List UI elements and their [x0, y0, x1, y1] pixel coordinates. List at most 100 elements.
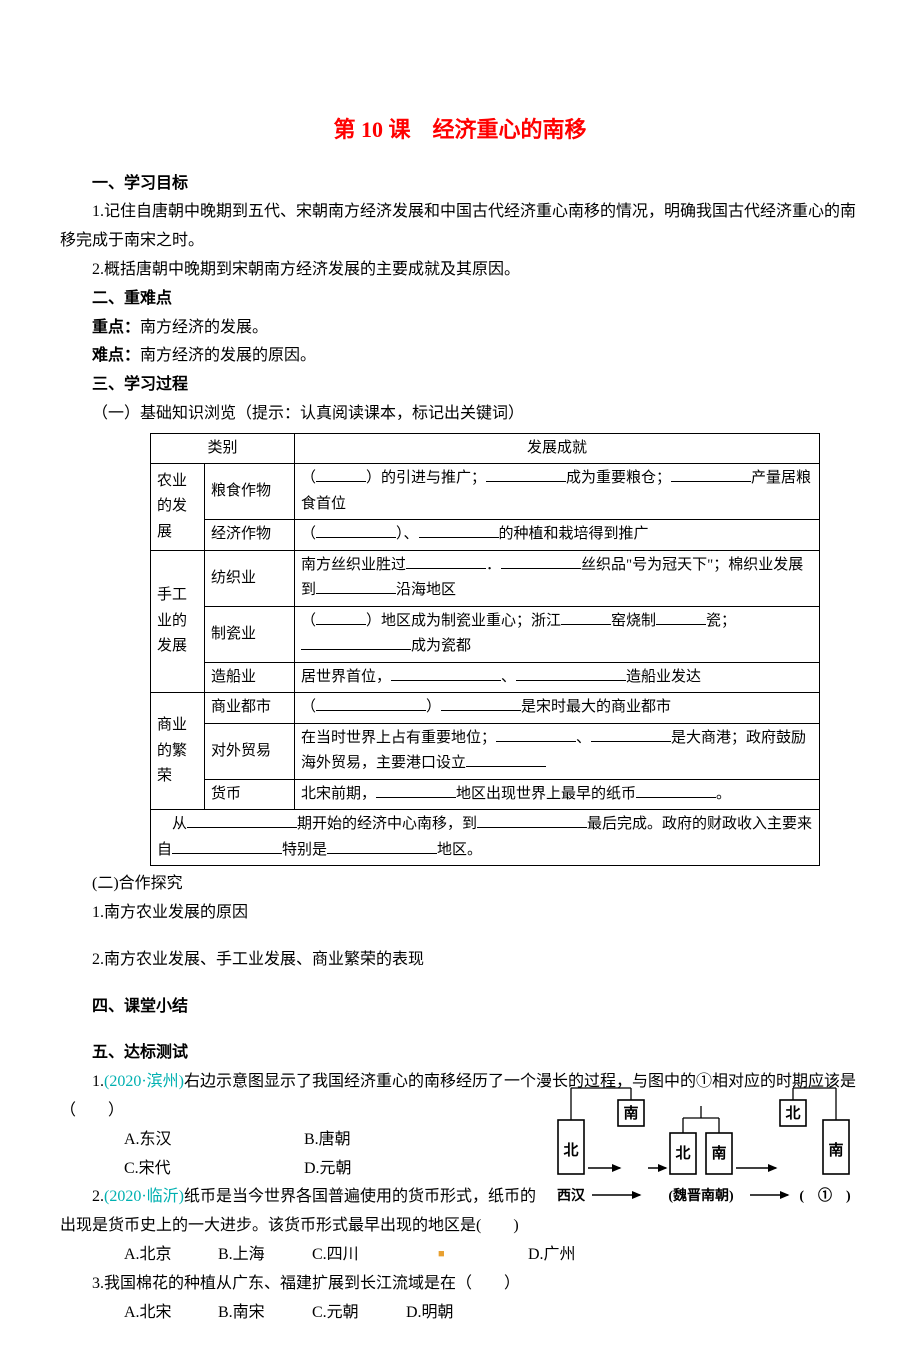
q2-option-a[interactable]: A.北京	[92, 1241, 182, 1270]
svg-text:北: 北	[675, 1145, 690, 1162]
blank[interactable]	[376, 783, 456, 798]
blank[interactable]	[561, 610, 611, 625]
table-row: 农业的发展 粮食作物 （）的引进与推广；成为重要粮仓；产量居粮食首位	[151, 464, 820, 520]
blank[interactable]	[656, 610, 706, 625]
cell-grain: （）的引进与推广；成为重要粮仓；产量居粮食首位	[295, 464, 820, 520]
svg-text:北: 北	[563, 1142, 578, 1159]
lesson-title: 第 10 课 经济重心的南移	[60, 110, 860, 150]
difficulty-label: 难点：	[92, 347, 140, 364]
q3-option-a[interactable]: A.北宋	[92, 1299, 182, 1328]
sub-foreign-trade: 对外贸易	[205, 723, 295, 779]
blank[interactable]	[301, 635, 411, 650]
table-row: 对外贸易 在当时世界上占有重要地位；、是大商港；政府鼓励海外贸易，主要港口设立	[151, 723, 820, 779]
header-achievement: 发展成就	[295, 433, 820, 464]
blank[interactable]	[172, 839, 282, 854]
cell-cash-crop: （）、的种植和栽培得到推广	[295, 520, 820, 551]
cat-commerce: 商业的繁荣	[151, 693, 205, 810]
q1-option-b[interactable]: B.唐朝	[272, 1126, 452, 1155]
keypoint: 重点：南方经济的发展。	[60, 314, 860, 343]
svg-text:南: 南	[828, 1141, 843, 1159]
svg-text:西汉: 西汉	[557, 1188, 586, 1204]
section-4-heading: 四、课堂小结	[60, 993, 860, 1022]
blank[interactable]	[316, 579, 396, 594]
economic-shift-diagram: 北 南 北 南 北 南	[550, 1078, 860, 1208]
explore-q2: 2.南方农业发展、手工业发展、商业繁荣的表现	[60, 946, 860, 975]
sub-porcelain: 制瓷业	[205, 606, 295, 662]
q3-option-b[interactable]: B.南宋	[186, 1299, 276, 1328]
section-3-sub2: (二)合作探究	[60, 870, 860, 899]
svg-text:南: 南	[623, 1104, 638, 1122]
section-3-heading: 三、学习过程	[60, 371, 860, 400]
table-row: 手工业的发展 纺织业 南方丝织业胜过．丝织品"号为冠天下"；棉织业发展到沿海地区	[151, 550, 820, 606]
cell-summary: 从期开始的经济中心南移，到最后完成。政府的财政收入主要来自特别是地区。	[151, 810, 820, 866]
table-header-row: 类别 发展成就	[151, 433, 820, 464]
blank[interactable]	[441, 696, 521, 711]
svg-text:(魏晋南朝): (魏晋南朝)	[668, 1187, 734, 1204]
blank[interactable]	[316, 523, 396, 538]
question-2: 2.(2020·临沂)纸币是当今世界各国普遍使用的货币形式，纸币的出现是货币史上…	[60, 1183, 550, 1241]
blank[interactable]	[501, 554, 581, 569]
keypoint-text: 南方经济的发展。	[140, 319, 268, 336]
blank[interactable]	[316, 467, 366, 482]
explore-q1: 1.南方农业发展的原因	[60, 899, 860, 928]
svg-text:( ① ): ( ① )	[799, 1187, 851, 1204]
section-3-sub1: （一）基础知识浏览（提示：认真阅读课本，标记出关键词）	[60, 400, 860, 429]
sub-shipbuilding: 造船业	[205, 662, 295, 693]
q3-option-d[interactable]: D.明朝	[374, 1299, 464, 1328]
question-1-block: 1.(2020·滨州)右边示意图显示了我国经济重心的南移经历了一个漫长的过程，与…	[60, 1068, 860, 1241]
section-5-heading: 五、达标测试	[60, 1039, 860, 1068]
svg-text:南: 南	[711, 1144, 726, 1162]
q2-options: A.北京 B.上海 C.四川 ■D.广州	[60, 1241, 860, 1270]
blank[interactable]	[327, 839, 437, 854]
objective-2: 2.概括唐朝中晚期到宋朝南方经济发展的主要成就及其原因。	[60, 256, 860, 285]
keypoint-label: 重点：	[92, 319, 140, 336]
blank[interactable]	[516, 666, 626, 681]
table-summary-row: 从期开始的经济中心南移，到最后完成。政府的财政收入主要来自特别是地区。	[151, 810, 820, 866]
sub-grain: 粮食作物	[205, 464, 295, 520]
q2-option-d[interactable]: ■D.广州	[374, 1241, 586, 1270]
knowledge-table: 类别 发展成就 农业的发展 粮食作物 （）的引进与推广；成为重要粮仓；产量居粮食…	[150, 433, 820, 867]
question-3: 3.我国棉花的种植从广东、福建扩展到长江流域是在（ ）	[60, 1270, 860, 1299]
blank[interactable]	[466, 752, 546, 767]
sub-textile: 纺织业	[205, 550, 295, 606]
difficulty-text: 南方经济的发展的原因。	[140, 347, 316, 364]
dot-icon: ■	[406, 1245, 496, 1265]
q1-option-d[interactable]: D.元朝	[272, 1155, 452, 1184]
svg-text:北: 北	[785, 1105, 800, 1122]
cell-foreign-trade: 在当时世界上占有重要地位；、是大商港；政府鼓励海外贸易，主要港口设立	[295, 723, 820, 779]
q2-option-b[interactable]: B.上海	[186, 1241, 276, 1270]
blank[interactable]	[477, 813, 587, 828]
q1-option-c[interactable]: C.宋代	[92, 1155, 272, 1184]
blank[interactable]	[496, 727, 576, 742]
q1-options-ab: A.东汉B.唐朝	[60, 1126, 550, 1155]
q1-source: (2020·滨州)	[104, 1073, 184, 1090]
cell-textile: 南方丝织业胜过．丝织品"号为冠天下"；棉织业发展到沿海地区	[295, 550, 820, 606]
blank[interactable]	[591, 727, 671, 742]
blank[interactable]	[316, 610, 366, 625]
sub-cash-crop: 经济作物	[205, 520, 295, 551]
q1-option-a[interactable]: A.东汉	[92, 1126, 272, 1155]
section-2-heading: 二、重难点	[60, 285, 860, 314]
table-row: 造船业 居世界首位，、造船业发达	[151, 662, 820, 693]
blank[interactable]	[419, 523, 499, 538]
q3-option-c[interactable]: C.元朝	[280, 1299, 370, 1328]
blank[interactable]	[671, 467, 751, 482]
blank[interactable]	[187, 813, 297, 828]
cat-agriculture: 农业的发展	[151, 464, 205, 551]
section-1-heading: 一、学习目标	[60, 170, 860, 199]
blank[interactable]	[406, 554, 486, 569]
blank[interactable]	[316, 696, 426, 711]
header-category: 类别	[151, 433, 295, 464]
q2-option-c[interactable]: C.四川	[280, 1241, 370, 1270]
q2-source: (2020·临沂)	[104, 1188, 184, 1205]
table-row: 经济作物 （）、的种植和栽培得到推广	[151, 520, 820, 551]
cell-currency: 北宋前期，地区出现世界上最早的纸币。	[295, 779, 820, 810]
blank[interactable]	[486, 467, 566, 482]
difficulty: 难点：南方经济的发展的原因。	[60, 342, 860, 371]
blank[interactable]	[636, 783, 716, 798]
cat-handicraft: 手工业的发展	[151, 550, 205, 693]
sub-currency: 货币	[205, 779, 295, 810]
blank[interactable]	[391, 666, 501, 681]
table-row: 商业的繁荣 商业都市 （）是宋时最大的商业都市	[151, 693, 820, 724]
cell-city: （）是宋时最大的商业都市	[295, 693, 820, 724]
